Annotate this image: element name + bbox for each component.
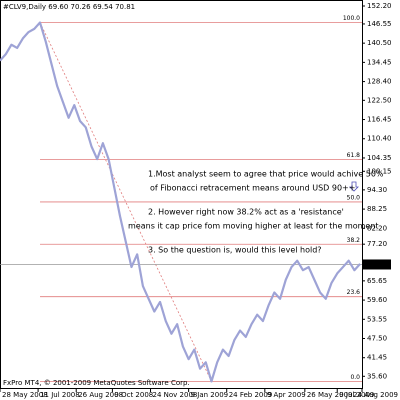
y-tick-label: 116.45 bbox=[367, 116, 392, 124]
chart-title: #CLV9,Daily 69.60 70.26 69.54 70.81 bbox=[3, 3, 135, 11]
y-tick-label: 110.40 bbox=[367, 135, 392, 143]
x-tick-label: 26 May 2009 bbox=[307, 391, 353, 399]
y-tick-label: 152.20 bbox=[367, 2, 392, 10]
x-tick-label: 9 Apr 2009 bbox=[267, 391, 306, 399]
y-tick-label: 77.20 bbox=[367, 240, 387, 248]
y-tick-label: 41.45 bbox=[367, 354, 387, 362]
x-tick-label: 11 Jul 2008 bbox=[40, 391, 80, 399]
current-price-box bbox=[363, 259, 391, 270]
x-tick-label: 24 Feb 2009 bbox=[229, 391, 273, 399]
footer: FxPro MT4, © 2001-2009 MetaQuotes Softwa… bbox=[3, 379, 190, 387]
y-tick-label: 47.50 bbox=[367, 335, 387, 343]
y-tick-label: 53.55 bbox=[367, 315, 387, 323]
x-tick-label: 28 May 2008 bbox=[2, 391, 48, 399]
annotation: 3. So the question is, would this level … bbox=[148, 246, 322, 255]
fib-label: 61.8 bbox=[347, 152, 361, 159]
y-tick-label: 128.40 bbox=[367, 78, 392, 86]
fib-label: 38.2 bbox=[347, 237, 361, 244]
y-tick-label: 146.55 bbox=[367, 20, 392, 28]
y-tick-label: 59.60 bbox=[367, 296, 387, 304]
x-tick-label: 24 Nov 2008 bbox=[153, 391, 198, 399]
fib-label: 50.0 bbox=[347, 194, 361, 201]
y-tick-label: 134.45 bbox=[367, 58, 392, 66]
y-tick-label: 140.50 bbox=[367, 39, 392, 47]
y-tick-label: 104.35 bbox=[367, 154, 392, 162]
current-price-label: 70.81 bbox=[366, 260, 386, 268]
y-tick-label: 65.65 bbox=[367, 277, 387, 285]
x-tick-label: 9 Jan 2009 bbox=[191, 391, 229, 399]
fib-label: 100.0 bbox=[343, 15, 360, 22]
plot-area: 100.0 61.8 50.0 38.2 23.6 0.0 bbox=[0, 15, 362, 383]
x-tick-label: 9 Jul 2009 bbox=[339, 391, 374, 399]
x-tick-label: 9 Oct 2008 bbox=[114, 391, 153, 399]
y-tick-label: 88.25 bbox=[367, 205, 387, 213]
y-tick-label: 122.50 bbox=[367, 96, 392, 104]
fib-label: 0.0 bbox=[350, 374, 360, 381]
y-tick-label: 100.15 bbox=[367, 167, 392, 175]
y-tick-label: 35.60 bbox=[367, 372, 387, 380]
y-tick-label: 94.30 bbox=[367, 186, 387, 194]
price-line bbox=[0, 21, 361, 383]
fib-label: 23.6 bbox=[347, 289, 361, 296]
x-tick-label: 24 Aug 2009 bbox=[353, 391, 398, 399]
y-tick-label: 82.20 bbox=[367, 224, 387, 232]
annotation: of Fibonacci retracement means around US… bbox=[150, 184, 355, 193]
annotation: 2. However right now 38.2% act as a 'res… bbox=[148, 208, 344, 217]
annotation: 1.Most analyst seem to agree that price … bbox=[148, 170, 384, 179]
annotation: means it cap price fom moving higher at … bbox=[128, 222, 379, 231]
plot-frame bbox=[0, 0, 363, 389]
x-tick-label: 26 Aug 2008 bbox=[78, 391, 123, 399]
arrow-icon bbox=[349, 181, 359, 192]
